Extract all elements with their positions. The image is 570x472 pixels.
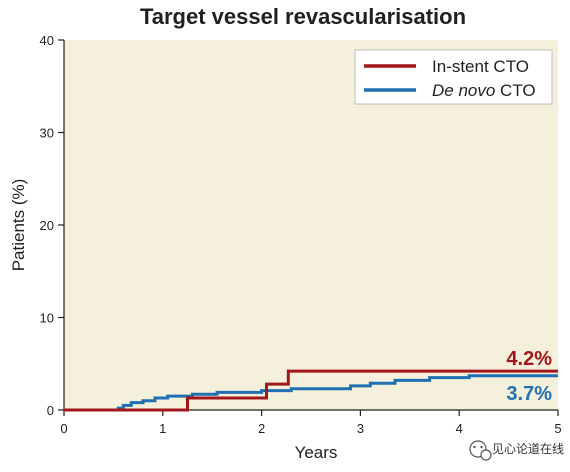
- series-line-de-novo-cto: [64, 374, 558, 412]
- chart-title: Target vessel revascularisation: [140, 4, 466, 29]
- y-ticks: 0 10 20 30 40: [40, 33, 64, 418]
- watermark-text: 见心论道在线: [492, 442, 564, 456]
- end-label-in-stent-cto: 4.2%: [506, 348, 552, 370]
- end-label-de-novo-cto: 3.7%: [506, 383, 552, 405]
- y-tick-label: 30: [40, 126, 54, 141]
- x-tick-label: 4: [456, 421, 463, 436]
- y-tick-label: 0: [47, 403, 54, 418]
- y-axis-label: Patients (%): [9, 179, 28, 272]
- legend-box: [354, 49, 553, 105]
- y-tick-label: 10: [40, 311, 54, 326]
- y-tick-label: 40: [40, 33, 54, 48]
- y-tick-label: 20: [40, 218, 54, 233]
- legend-label-in-stent-cto: In-stent CTO: [432, 57, 529, 76]
- series-lines: [64, 369, 558, 412]
- legend-label-de-novo-cto: De novo CTO: [432, 81, 536, 100]
- x-tick-label: 3: [357, 421, 364, 436]
- x-ticks: 0 1 2 3 4 5: [60, 410, 562, 436]
- x-tick-label: 0: [60, 421, 67, 436]
- x-axis: 0 1 2 3 4 5: [60, 409, 562, 436]
- x-axis-label: Years: [295, 443, 338, 462]
- wechat-icon: [469, 440, 492, 461]
- x-tick-label: 2: [258, 421, 265, 436]
- legend: In-stent CTO De novo CTO: [354, 49, 553, 105]
- x-tick-label: 5: [554, 421, 561, 436]
- y-axis: 0 10 20 30 40: [40, 33, 65, 418]
- series-line-in-stent-cto: [64, 369, 558, 412]
- x-tick-label: 1: [159, 421, 166, 436]
- watermark: 见心论道在线: [469, 440, 564, 461]
